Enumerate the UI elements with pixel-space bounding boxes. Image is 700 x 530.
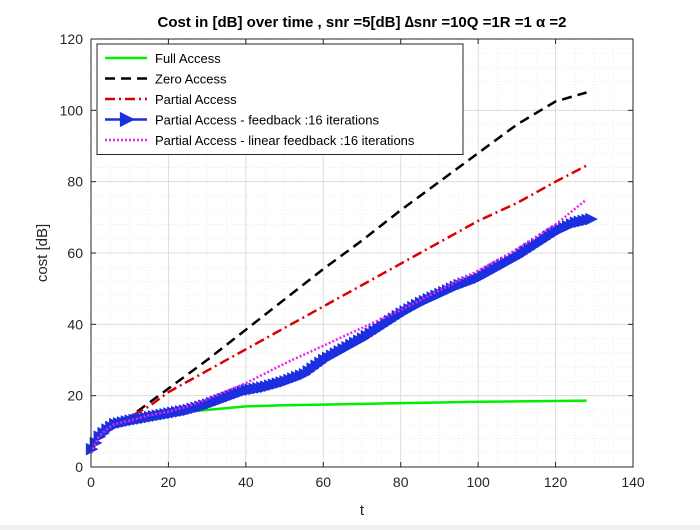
x-tick-label: 140 [621,474,645,490]
y-tick-label: 40 [67,316,83,332]
legend-label: Partial Access - linear feedback :16 ite… [155,133,415,148]
y-axis-label: cost [dB] [34,224,51,282]
x-tick-label: 60 [315,474,331,490]
y-tick-label: 120 [60,31,84,47]
legend-item: Full Access [105,51,221,66]
series-partial-access-line [89,164,588,454]
y-tick-label: 20 [67,388,83,404]
legend-label: Full Access [155,51,221,66]
legend-item: Partial Access - feedback :16 iterations [105,111,380,128]
x-tick-label: 0 [87,474,95,490]
x-tick-label: 120 [544,474,568,490]
x-axis-label: t [360,502,365,519]
chart-title: Cost in [dB] over time , snr =5[dB] ∆snr… [158,14,567,31]
legend-label: Zero Access [155,72,227,87]
x-tick-label: 40 [238,474,254,490]
y-tick-label: 0 [75,459,83,475]
legend-label: Partial Access [155,92,237,107]
legend: Full Access Zero Access Partial Access Part… [96,43,464,155]
y-tick-label: 60 [67,245,83,261]
y-tick-label: 80 [67,174,83,190]
y-axis: 0 20 40 60 80 100 120 [60,31,633,475]
legend-item: Partial Access - linear feedback :16 ite… [105,133,415,148]
legend-item: Zero Access [105,72,227,87]
x-axis: 0 20 40 60 80 100 120 140 [87,39,645,490]
series-partial-access [89,164,588,454]
x-tick-label: 100 [466,474,490,490]
y-tick-label: 100 [60,102,84,118]
legend-label: Partial Access - feedback :16 iterations [155,113,380,128]
series-layer [85,91,598,456]
legend-item: Partial Access [105,92,237,107]
legend-marker [119,111,136,128]
x-tick-label: 20 [161,474,177,490]
data-point [585,212,598,226]
legend-box [96,43,464,155]
x-tick-label: 80 [393,474,409,490]
